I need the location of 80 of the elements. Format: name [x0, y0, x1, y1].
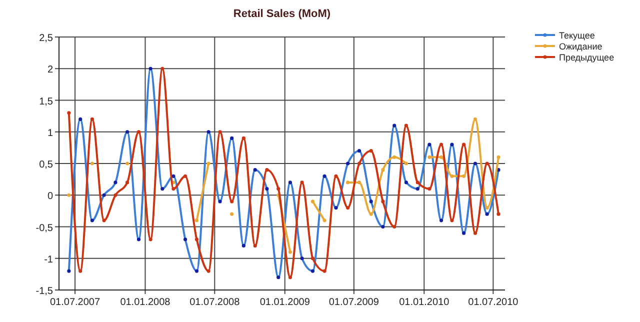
y-tick-label: -0,5: [36, 222, 54, 234]
point: [357, 162, 362, 166]
point: [310, 256, 315, 260]
point: [404, 162, 408, 166]
x-tick-label: 01.07.2007: [50, 297, 100, 308]
point: [322, 269, 326, 273]
point: [265, 168, 269, 172]
y-tick-label: 1: [47, 128, 54, 139]
point: [381, 168, 385, 172]
point: [485, 162, 489, 166]
point: [78, 269, 82, 273]
legend-label: Текущее: [559, 30, 595, 40]
point: [125, 180, 130, 184]
point: [276, 187, 280, 191]
point: [206, 269, 210, 273]
point: [428, 187, 432, 191]
y-tick-label: 0: [47, 191, 54, 202]
x-tick-label: 01.07.2009: [328, 297, 380, 308]
point: [473, 231, 478, 235]
point: [450, 174, 454, 178]
x-tick-label: 01.07.2008: [190, 297, 240, 308]
point: [90, 117, 94, 122]
point: [114, 193, 118, 197]
legend-label: Предыдущее: [559, 52, 614, 62]
point: [300, 180, 304, 184]
x-tick-label: 01.01.2008: [120, 297, 171, 308]
point: [369, 212, 373, 216]
point: [288, 276, 292, 280]
point: [148, 238, 152, 242]
point: [473, 117, 478, 122]
point: [496, 212, 500, 216]
point: [230, 200, 234, 204]
point: [67, 193, 71, 197]
point: [462, 142, 466, 146]
point: [136, 130, 141, 134]
point: [194, 218, 199, 222]
x-tick-label: 01.01.2009: [260, 297, 310, 308]
chart-title: Retail Sales (MoM): [233, 8, 331, 20]
y-tick-label: 0,5: [39, 160, 54, 170]
point: [172, 187, 176, 191]
point: [160, 66, 164, 70]
point: [450, 218, 454, 222]
point: [392, 224, 396, 229]
y-tick-label: 1,5: [39, 96, 54, 108]
point: [310, 200, 315, 204]
point: [346, 206, 350, 210]
point: [125, 162, 130, 166]
point: [392, 155, 396, 159]
point: [428, 155, 432, 159]
x-tick-label: 01.07.2010: [468, 297, 519, 308]
point: [346, 180, 350, 184]
point: [230, 212, 234, 216]
y-tick-label: 2,5: [39, 33, 54, 44]
point: [218, 130, 222, 134]
point: [485, 206, 489, 210]
point: [369, 149, 373, 153]
point: [322, 218, 326, 222]
point: [404, 124, 408, 128]
point: [439, 142, 444, 146]
point: [357, 180, 362, 184]
point: [496, 155, 500, 159]
point: [416, 180, 420, 184]
point: [462, 174, 466, 178]
point: [67, 111, 71, 115]
y-tick-label: -1,5: [36, 286, 54, 297]
y-tick-label: 2: [47, 64, 54, 76]
point: [288, 250, 292, 254]
point: [381, 200, 385, 204]
point: [194, 238, 199, 242]
y-tick-label: -1: [44, 254, 54, 266]
point: [253, 244, 257, 248]
x-tick-label: 01.01.2010: [399, 297, 450, 308]
point: [334, 174, 338, 178]
point: [183, 174, 188, 178]
point: [439, 155, 444, 159]
point: [242, 136, 246, 140]
point: [102, 218, 106, 222]
point: [90, 162, 94, 166]
point: [206, 162, 210, 166]
legend-label: Ожидание: [559, 42, 602, 52]
